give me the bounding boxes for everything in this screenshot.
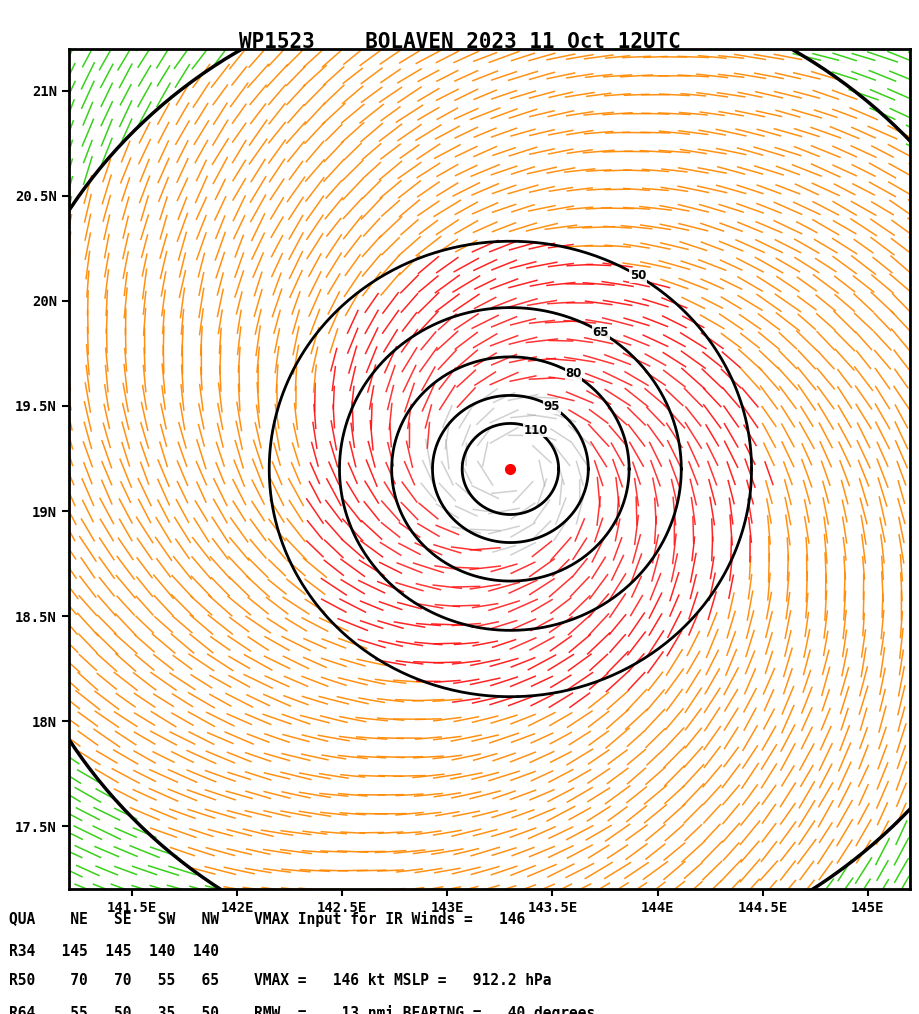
- Text: R50    70   70   55   65    VMAX =   146 kt MSLP =   912.2 hPa: R50 70 70 55 65 VMAX = 146 kt MSLP = 912…: [9, 973, 551, 989]
- Text: QUA    NE   SE   SW   NW    VMAX Input for IR Winds =   146: QUA NE SE SW NW VMAX Input for IR Winds …: [9, 912, 526, 928]
- Text: 95: 95: [543, 401, 560, 413]
- Text: 110: 110: [524, 424, 548, 437]
- Text: R34   145  145  140  140: R34 145 145 140 140: [9, 944, 220, 959]
- Text: R64    55   50   35   50    RMW  =    13 nmi BEARING =   40 degrees: R64 55 50 35 50 RMW = 13 nmi BEARING = 4…: [9, 1005, 596, 1014]
- Text: 80: 80: [565, 367, 582, 380]
- Text: 65: 65: [593, 325, 609, 339]
- Text: 50: 50: [630, 270, 646, 282]
- Text: WP1523    BOLAVEN 2023 11 Oct 12UTC: WP1523 BOLAVEN 2023 11 Oct 12UTC: [239, 32, 680, 53]
